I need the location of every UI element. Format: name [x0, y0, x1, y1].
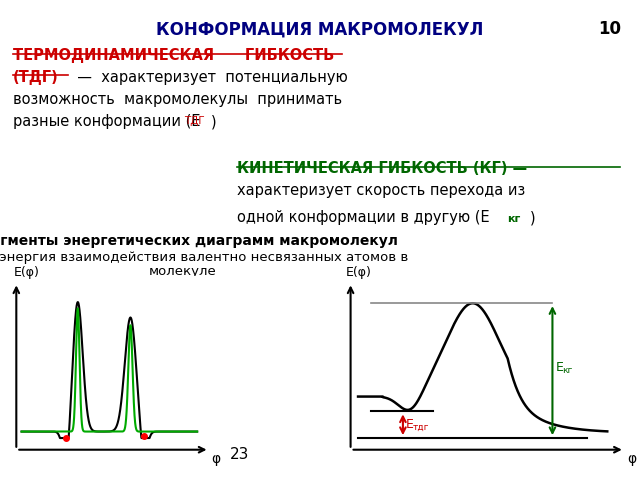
Text: тдг: тдг	[412, 422, 429, 432]
Text: ): )	[530, 210, 536, 225]
Text: молекуле: молекуле	[148, 265, 216, 278]
Text: КИНЕТИЧЕСКАЯ ГИБКОСТЬ (КГ) —: КИНЕТИЧЕСКАЯ ГИБКОСТЬ (КГ) —	[237, 161, 527, 176]
Text: ТЕРМОДИНАМИЧЕСКАЯ      ГИБКОСТЬ: ТЕРМОДИНАМИЧЕСКАЯ ГИБКОСТЬ	[13, 48, 334, 63]
Text: Е(φ) – энергия взаимодействия валентно несвязанных атомов в: Е(φ) – энергия взаимодействия валентно н…	[0, 251, 408, 264]
Text: ): )	[211, 114, 217, 129]
Text: E: E	[406, 418, 414, 431]
Text: характеризует скорость перехода из: характеризует скорость перехода из	[237, 183, 525, 198]
Text: φ: φ	[211, 452, 220, 466]
Text: КОНФОРМАЦИЯ МАКРОМОЛЕКУЛ: КОНФОРМАЦИЯ МАКРОМОЛЕКУЛ	[156, 20, 484, 38]
Text: (ТДГ): (ТДГ)	[13, 70, 58, 84]
Text: кг: кг	[562, 366, 572, 375]
Text: 23: 23	[230, 447, 250, 462]
Text: ТДГ: ТДГ	[184, 116, 205, 126]
Text: разные конформации (Е: разные конформации (Е	[13, 114, 200, 129]
Text: одной конформации в другую (Е: одной конформации в другую (Е	[237, 210, 490, 225]
Text: Фрагменты энергетических диаграмм макромолекул: Фрагменты энергетических диаграмм макром…	[0, 234, 398, 248]
Text: возможность  макромолекулы  принимать: возможность макромолекулы принимать	[13, 92, 342, 107]
Text: E(φ): E(φ)	[346, 265, 372, 278]
Text: E: E	[556, 361, 563, 374]
Text: —  характеризует  потенциальную: — характеризует потенциальную	[68, 70, 348, 84]
Text: E(φ): E(φ)	[13, 265, 40, 278]
Text: 10: 10	[598, 20, 621, 38]
Text: кг: кг	[508, 214, 521, 224]
Text: φ: φ	[627, 452, 636, 466]
